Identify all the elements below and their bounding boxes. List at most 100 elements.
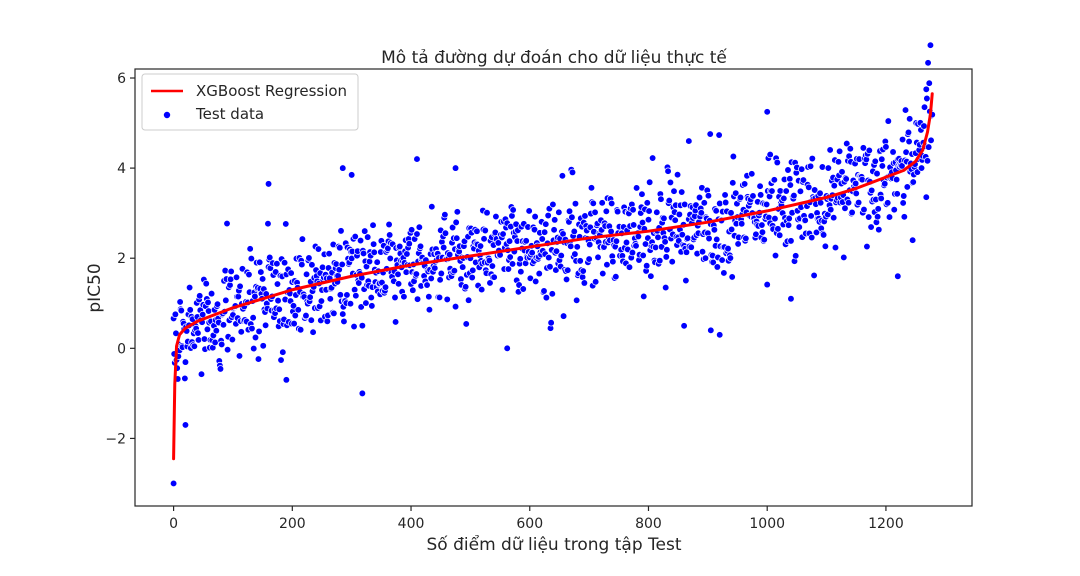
scatter-point bbox=[568, 168, 577, 177]
scatter-point bbox=[716, 199, 724, 208]
scatter-point bbox=[768, 187, 776, 195]
x-tick-label: 800 bbox=[635, 516, 662, 532]
scatter-point bbox=[391, 318, 400, 326]
scatter-point bbox=[280, 259, 289, 267]
scatter-point bbox=[665, 196, 673, 205]
scatter-point bbox=[871, 157, 879, 165]
scatter-point bbox=[922, 193, 930, 201]
scatter-point bbox=[903, 183, 911, 191]
scatter-point bbox=[547, 319, 555, 327]
scatter-point bbox=[453, 234, 461, 242]
axes-frame bbox=[134, 68, 973, 507]
scatter-point bbox=[697, 209, 705, 217]
scatter-point bbox=[713, 235, 721, 244]
scatter-point bbox=[396, 242, 404, 251]
scatter-point bbox=[462, 320, 470, 328]
scatter-point bbox=[643, 199, 651, 207]
scatter-point-outlier bbox=[413, 155, 421, 163]
scatter-point bbox=[805, 183, 813, 191]
scatter-point bbox=[476, 242, 485, 250]
scatter-point bbox=[925, 79, 933, 87]
scatter-point bbox=[522, 237, 530, 245]
scatter-point bbox=[204, 307, 213, 315]
scatter-point bbox=[461, 283, 470, 291]
scatter-point bbox=[249, 314, 257, 322]
scatter-point bbox=[423, 281, 431, 289]
scatter-point bbox=[648, 154, 657, 162]
scatter-point-outlier bbox=[908, 236, 917, 244]
scatter-point bbox=[247, 254, 256, 263]
scatter-point bbox=[838, 168, 846, 176]
scatter-point bbox=[552, 266, 560, 274]
scatter-point bbox=[795, 223, 803, 231]
scatter-point bbox=[873, 169, 881, 178]
scatter-point bbox=[701, 254, 710, 262]
scatter-point bbox=[656, 256, 664, 265]
scatter-point bbox=[425, 293, 433, 301]
scatter-point bbox=[846, 145, 854, 153]
scatter-point bbox=[568, 213, 576, 221]
scatter-point bbox=[700, 199, 708, 207]
scatter-point bbox=[394, 270, 402, 278]
scatter-point bbox=[369, 240, 378, 248]
scatter-point bbox=[592, 278, 600, 286]
scatter-point bbox=[573, 296, 581, 304]
scatter-point bbox=[223, 219, 231, 228]
scatter-point bbox=[704, 192, 713, 200]
scatter-point bbox=[571, 250, 579, 258]
scatter-point bbox=[391, 293, 399, 302]
scatter-point bbox=[338, 260, 346, 269]
scatter-point bbox=[525, 207, 533, 215]
scatter-point bbox=[904, 128, 913, 137]
x-tick-label: 400 bbox=[398, 516, 425, 532]
chart-title: Mô tả đường dự đoán cho dữ liệu thực tế bbox=[381, 47, 727, 68]
scatter-point bbox=[613, 207, 622, 216]
scatter-point bbox=[564, 266, 572, 274]
scatter-point bbox=[816, 189, 824, 197]
scatter-point bbox=[203, 325, 212, 334]
scatter-point bbox=[394, 280, 403, 288]
scatter-point bbox=[840, 253, 848, 262]
scatter-point bbox=[758, 221, 766, 229]
scatter-point bbox=[878, 155, 886, 163]
scatter-point bbox=[848, 208, 856, 217]
scatter-point bbox=[710, 226, 719, 234]
scatter-point bbox=[339, 310, 347, 318]
scatter-point bbox=[570, 227, 578, 236]
scatter-point bbox=[629, 221, 638, 229]
scatter-point bbox=[337, 227, 345, 235]
x-tick-label: 600 bbox=[516, 516, 543, 532]
scatter-point bbox=[682, 276, 690, 285]
scatter-point bbox=[722, 198, 730, 207]
scatter-point bbox=[629, 206, 637, 214]
scatter-point bbox=[273, 260, 281, 268]
scatter-point bbox=[350, 322, 358, 331]
scatter-point bbox=[784, 166, 792, 174]
scatter-point bbox=[661, 238, 669, 246]
scatter-point bbox=[858, 175, 866, 184]
scatter-point bbox=[557, 251, 565, 260]
scatter-point bbox=[483, 209, 491, 217]
plot-area bbox=[169, 41, 936, 488]
scatter-point bbox=[738, 220, 746, 228]
scatter-point bbox=[453, 208, 461, 216]
scatter-point bbox=[506, 253, 514, 261]
scatter-point bbox=[305, 254, 313, 262]
scatter-point bbox=[807, 212, 815, 220]
scatter-point bbox=[874, 205, 882, 213]
scatter-point bbox=[309, 328, 317, 336]
scatter-point bbox=[508, 260, 517, 268]
scatter-point bbox=[727, 209, 735, 217]
scatter-point bbox=[549, 200, 557, 209]
scatter-point bbox=[890, 206, 898, 214]
scatter-point bbox=[925, 143, 933, 151]
scatter-point bbox=[638, 218, 647, 227]
scatter-point bbox=[645, 207, 653, 215]
scatter-point bbox=[362, 299, 370, 307]
scatter-point bbox=[917, 164, 926, 172]
scatter-point bbox=[736, 193, 745, 202]
scatter-point bbox=[622, 238, 631, 247]
scatter-point-outlier bbox=[894, 272, 902, 280]
scatter-point bbox=[176, 298, 184, 306]
scatter-point bbox=[567, 242, 575, 250]
